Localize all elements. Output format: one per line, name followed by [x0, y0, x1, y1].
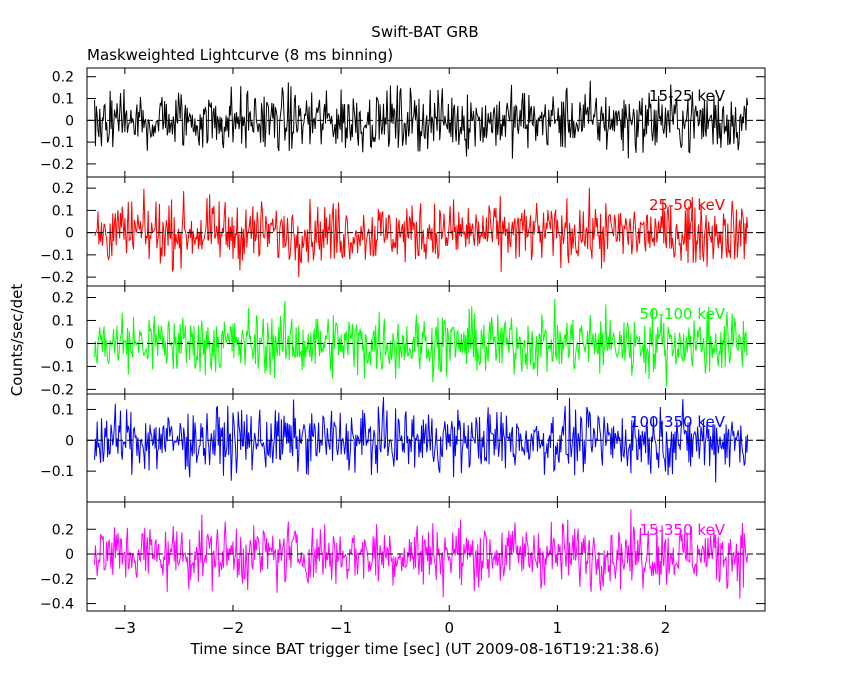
y-tick-label: 0.1 [52, 203, 74, 219]
panels: 0.2 0.1 0 −0.1 −0.2 15-25 keV 0.2 0.1 0 −0.1 −0.2 2… [40, 67, 766, 613]
x-axis: −3 −2 −1 0 1 2 [114, 619, 671, 637]
chart-title: Swift-BAT GRB [371, 23, 478, 41]
y-tick-label: −0.1 [40, 135, 74, 151]
y-tick-label: 0 [65, 113, 74, 129]
x-tick-label: −3 [114, 619, 136, 637]
panel-5: 0.2 0 −0.2 −0.4 15-350 keV [40, 501, 766, 613]
panel-3: 0.2 0.1 0 −0.1 −0.2 50-100 keV [40, 285, 766, 398]
x-tick-label: 2 [661, 619, 671, 637]
panel-frame [86, 501, 766, 612]
chart-subtitle: Maskweighted Lightcurve (8 ms binning) [87, 46, 393, 64]
band-label: 50-100 keV [639, 305, 725, 323]
y-axis-label: Counts/sec/det [8, 284, 26, 397]
y-tick-label: −0.1 [40, 248, 74, 264]
series-line [94, 509, 749, 599]
y-tick-label: −0.1 [40, 464, 74, 480]
y-tick-label: 0 [65, 547, 74, 563]
x-tick-label: −2 [222, 619, 244, 637]
series-line [94, 397, 749, 483]
x-tick-label: −1 [330, 619, 352, 637]
y-tick-label: 0 [65, 433, 74, 449]
band-label: 15-25 keV [649, 87, 726, 105]
y-tick-label: 0 [65, 226, 74, 242]
y-tick-label: −0.2 [40, 157, 74, 173]
y-tick-label: −0.2 [40, 382, 74, 398]
y-tick-label: −0.2 [40, 270, 74, 286]
band-label: 25-50 keV [649, 196, 726, 214]
y-tick-label: 0.2 [52, 522, 74, 538]
band-label: 100-350 keV [630, 413, 726, 431]
series-line [94, 298, 749, 387]
x-tick-label: 1 [553, 619, 563, 637]
y-tick-label: 0.1 [52, 313, 74, 329]
panel-1: 0.2 0.1 0 −0.1 −0.2 15-25 keV [40, 67, 766, 178]
panel-4: 0.1 0 −0.1 100-350 keV [40, 393, 766, 503]
y-tick-label: 0.2 [52, 290, 74, 306]
panel-2: 0.2 0.1 0 −0.1 −0.2 25-50 keV [40, 176, 766, 287]
y-tick-label: −0.1 [40, 359, 74, 375]
y-tick-label: 0.2 [52, 70, 74, 86]
x-axis-label: Time since BAT trigger time [sec] (UT 20… [190, 640, 660, 658]
series-line [94, 187, 749, 278]
y-tick-label: −0.2 [40, 572, 74, 588]
series-line [94, 80, 749, 159]
y-tick-label: −0.4 [40, 597, 74, 613]
x-tick-label: 0 [444, 619, 454, 637]
y-tick-label: 0.2 [52, 181, 74, 197]
band-label: 15-350 keV [639, 521, 725, 539]
y-tick-label: 0.1 [52, 402, 74, 418]
y-tick-label: 0.1 [52, 92, 74, 108]
y-tick-label: 0 [65, 336, 74, 352]
